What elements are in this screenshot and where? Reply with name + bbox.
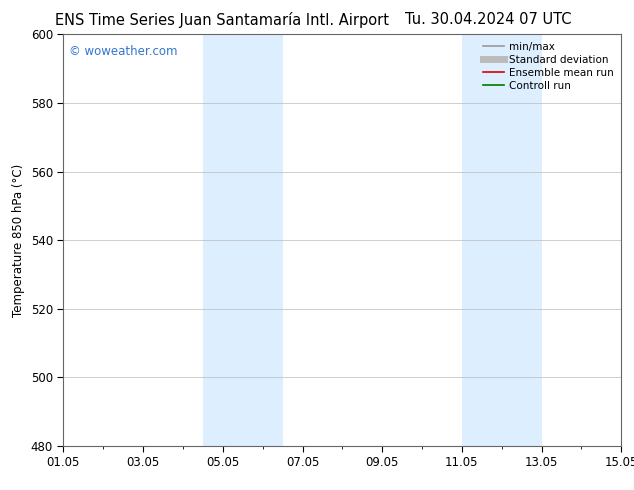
Text: © woweather.com: © woweather.com — [69, 45, 178, 58]
Bar — [462, 34, 541, 446]
Y-axis label: Temperature 850 hPa (°C): Temperature 850 hPa (°C) — [12, 164, 25, 317]
Bar — [203, 34, 283, 446]
Text: ENS Time Series Juan Santamaría Intl. Airport: ENS Time Series Juan Santamaría Intl. Ai… — [55, 12, 389, 28]
Legend: min/max, Standard deviation, Ensemble mean run, Controll run: min/max, Standard deviation, Ensemble me… — [479, 37, 618, 95]
Text: Tu. 30.04.2024 07 UTC: Tu. 30.04.2024 07 UTC — [405, 12, 571, 27]
